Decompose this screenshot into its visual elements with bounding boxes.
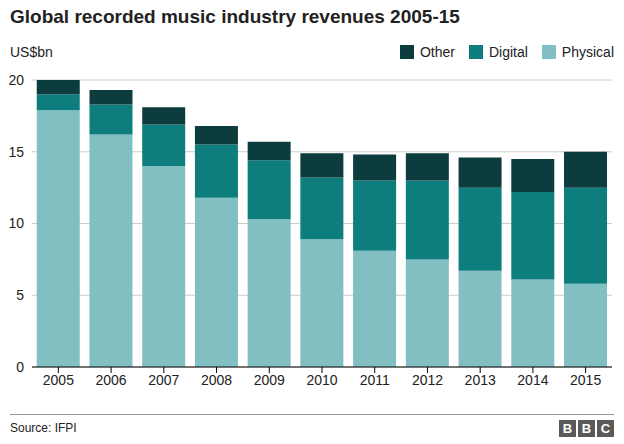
svg-text:2013: 2013 (465, 372, 496, 388)
svg-text:10: 10 (8, 215, 24, 231)
html-text:Source: IFPI: Source: IFPI (10, 421, 77, 435)
svg-text:2015: 2015 (570, 372, 601, 388)
svg-text:0: 0 (16, 359, 24, 375)
html-text:Physical: Physical (561, 44, 614, 60)
svg-text:2012: 2012 (412, 372, 443, 388)
svg-text:2007: 2007 (148, 372, 179, 388)
svg-text:2008: 2008 (201, 372, 232, 388)
svg-text:2009: 2009 (254, 372, 285, 388)
html-text:C: C (600, 421, 611, 436)
svg-text:5: 5 (16, 287, 24, 303)
html-text:Global recorded music industry: Global recorded music industry revenues … (10, 6, 460, 27)
svg-text:15: 15 (8, 144, 24, 160)
html-text:B: B (562, 421, 573, 436)
html-text:B: B (581, 421, 592, 436)
html-text:Other: Other (419, 44, 455, 60)
svg-text:2014: 2014 (517, 372, 548, 388)
svg-text:2006: 2006 (96, 372, 127, 388)
html-text:US$bn: US$bn (10, 44, 53, 60)
html-text:Digital: Digital (489, 44, 528, 60)
svg-text:2011: 2011 (360, 372, 390, 388)
svg-text:20: 20 (8, 72, 24, 88)
svg-text:2010: 2010 (306, 372, 337, 388)
svg-text:2005: 2005 (43, 372, 74, 388)
